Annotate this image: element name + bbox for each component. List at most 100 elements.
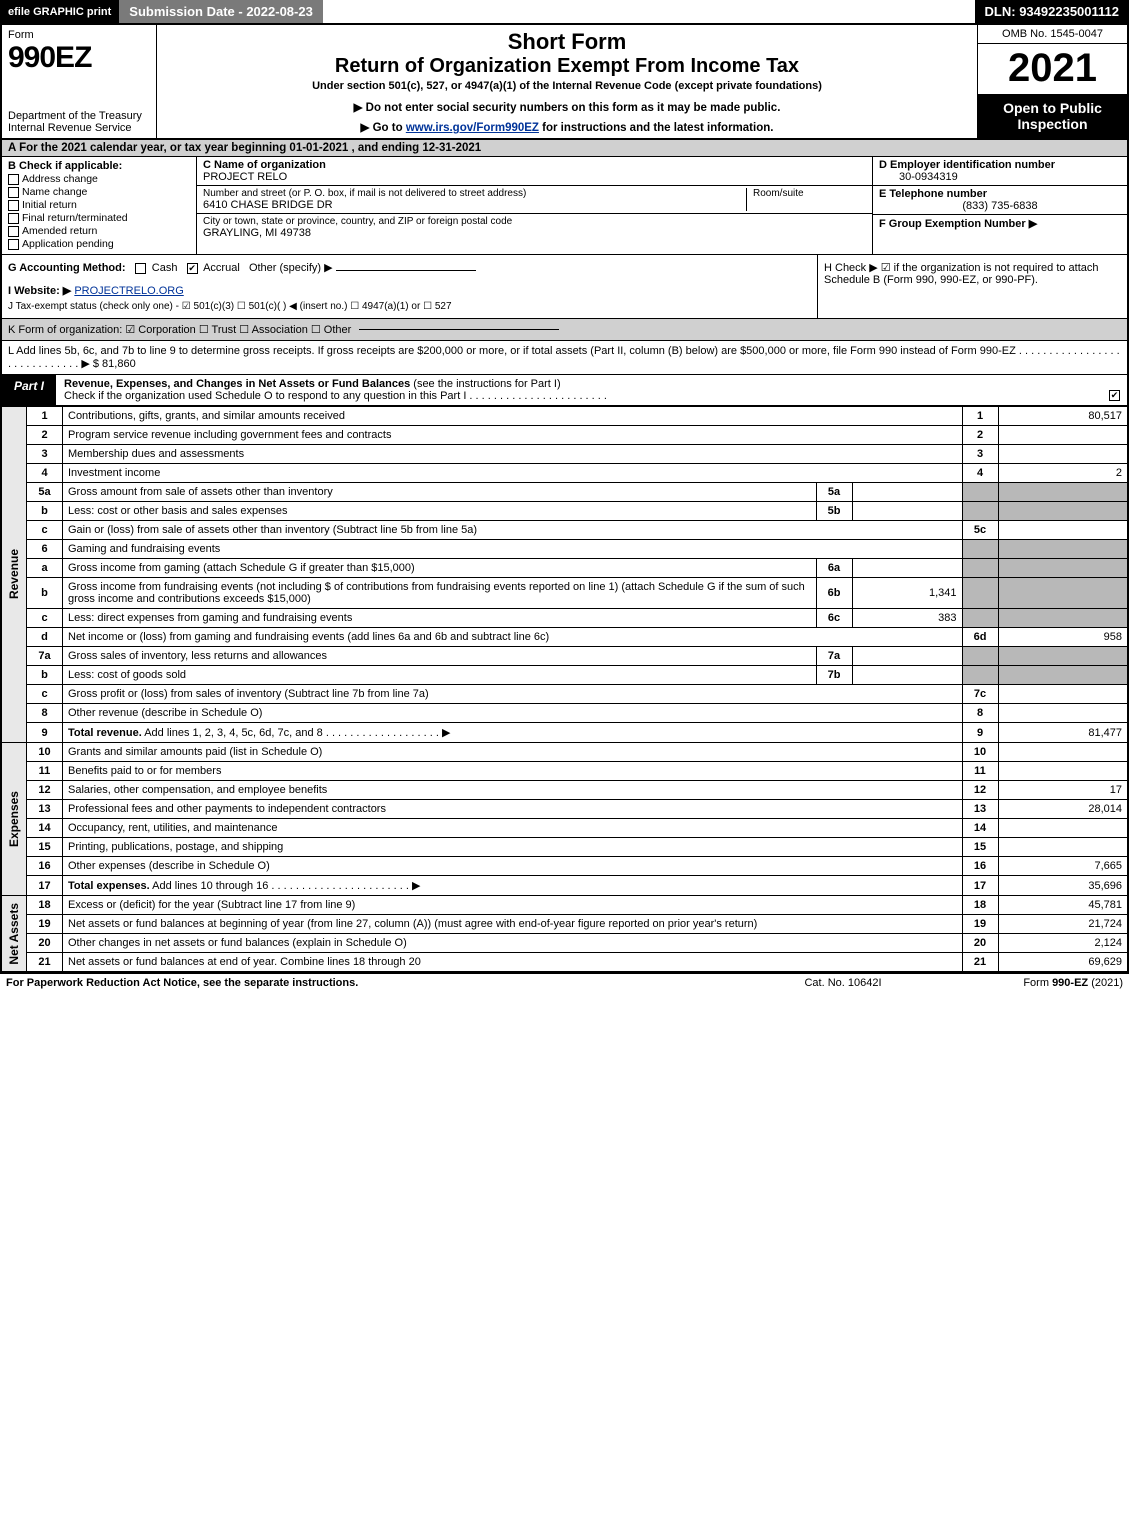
- right-line-number: 11: [962, 762, 998, 781]
- line-number: 14: [27, 819, 63, 838]
- part-i-title-text: Revenue, Expenses, and Changes in Net As…: [64, 378, 410, 390]
- org-name-cell: C Name of organization PROJECT RELO: [197, 157, 872, 186]
- right-line-number: 20: [962, 934, 998, 953]
- line-desc: Excess or (deficit) for the year (Subtra…: [63, 896, 963, 915]
- line-desc: Salaries, other compensation, and employ…: [63, 781, 963, 800]
- chk-address-change[interactable]: Address change: [8, 173, 190, 185]
- amount: 45,781: [998, 896, 1128, 915]
- org-name: PROJECT RELO: [203, 171, 866, 183]
- c-name-label: C Name of organization: [203, 159, 866, 171]
- line-desc: Gross profit or (loss) from sales of inv…: [63, 685, 963, 704]
- chk-cash[interactable]: [135, 263, 146, 274]
- efile-label[interactable]: efile GRAPHIC print: [0, 0, 119, 23]
- right-amt-grey: [998, 647, 1128, 666]
- line-desc: Benefits paid to or for members: [63, 762, 963, 781]
- line-number: 15: [27, 838, 63, 857]
- line-number: b: [27, 502, 63, 521]
- l-line: L Add lines 5b, 6c, and 7b to line 9 to …: [0, 341, 1129, 375]
- table-row: 17Total expenses. Add lines 10 through 1…: [1, 876, 1128, 896]
- l-amount: 81,860: [102, 358, 136, 370]
- form-ref: Form 990-EZ (2021): [943, 977, 1123, 989]
- right-line-number: 15: [962, 838, 998, 857]
- right-line-number: 21: [962, 953, 998, 973]
- line-number: b: [27, 666, 63, 685]
- room-label: Room/suite: [753, 188, 866, 199]
- amount: 28,014: [998, 800, 1128, 819]
- table-row: 9Total revenue. Add lines 1, 2, 3, 4, 5c…: [1, 723, 1128, 743]
- table-row: 12Salaries, other compensation, and empl…: [1, 781, 1128, 800]
- sub-amount: 1,341: [852, 578, 962, 609]
- form-ref-form: 990-EZ: [1052, 977, 1088, 989]
- table-row: 19Net assets or fund balances at beginni…: [1, 915, 1128, 934]
- amount: 81,477: [998, 723, 1128, 743]
- amount: 35,696: [998, 876, 1128, 896]
- table-row: Revenue1Contributions, gifts, grants, an…: [1, 407, 1128, 426]
- k-other-input[interactable]: [359, 329, 559, 330]
- line-number: 16: [27, 857, 63, 876]
- line-number: 6: [27, 540, 63, 559]
- line-desc: Printing, publications, postage, and shi…: [63, 838, 963, 857]
- line-desc: Membership dues and assessments: [63, 445, 963, 464]
- line-desc: Gross amount from sale of assets other t…: [63, 483, 817, 502]
- section-b-to-f: B Check if applicable: Address change Na…: [0, 157, 1129, 255]
- amount: [998, 704, 1128, 723]
- phone-value: (833) 735-6838: [879, 200, 1121, 212]
- amount: 7,665: [998, 857, 1128, 876]
- line-desc: Gain or (loss) from sale of assets other…: [63, 521, 963, 540]
- line-desc: Other expenses (describe in Schedule O): [63, 857, 963, 876]
- form-word: Form: [8, 29, 150, 41]
- table-row: bLess: cost or other basis and sales exp…: [1, 502, 1128, 521]
- other-input[interactable]: [336, 270, 476, 271]
- amount: 21,724: [998, 915, 1128, 934]
- right-line-number: 3: [962, 445, 998, 464]
- irs-link[interactable]: www.irs.gov/Form990EZ: [406, 122, 539, 134]
- line-desc: Net assets or fund balances at end of ye…: [63, 953, 963, 973]
- cat-no: Cat. No. 10642I: [743, 977, 943, 989]
- amount: 80,517: [998, 407, 1128, 426]
- section-label: Net Assets: [1, 896, 27, 973]
- line-number: 2: [27, 426, 63, 445]
- line-desc: Less: direct expenses from gaming and fu…: [63, 609, 817, 628]
- right-line-number: 16: [962, 857, 998, 876]
- table-row: 6Gaming and fundraising events: [1, 540, 1128, 559]
- form-title-block: Short Form Return of Organization Exempt…: [157, 25, 977, 138]
- line-number: 4: [27, 464, 63, 483]
- line-number: 20: [27, 934, 63, 953]
- line-number: b: [27, 578, 63, 609]
- d-label: D Employer identification number: [879, 159, 1121, 171]
- schedule-o-check[interactable]: [1105, 375, 1127, 405]
- line-desc: Total revenue. Add lines 1, 2, 3, 4, 5c,…: [63, 723, 963, 743]
- right-amt-grey: [998, 559, 1128, 578]
- right-amt-grey: [998, 502, 1128, 521]
- table-row: 20Other changes in net assets or fund ba…: [1, 934, 1128, 953]
- amount: 2: [998, 464, 1128, 483]
- right-num-grey: [962, 647, 998, 666]
- right-amt-grey: [998, 540, 1128, 559]
- e-label: E Telephone number: [879, 188, 1121, 200]
- chk-final-return[interactable]: Final return/terminated: [8, 212, 190, 224]
- chk-initial-return[interactable]: Initial return: [8, 199, 190, 211]
- goto-pre: ▶ Go to: [361, 122, 406, 134]
- chk-application-pending[interactable]: Application pending: [8, 238, 190, 250]
- city-label: City or town, state or province, country…: [203, 216, 866, 227]
- chk-accrual[interactable]: [187, 263, 198, 274]
- right-amt-grey: [998, 578, 1128, 609]
- right-amt-grey: [998, 666, 1128, 685]
- street-row: Number and street (or P. O. box, if mail…: [197, 186, 872, 214]
- right-line-number: 1: [962, 407, 998, 426]
- table-row: 11Benefits paid to or for members11: [1, 762, 1128, 781]
- chk-name-change[interactable]: Name change: [8, 186, 190, 198]
- form-ref-post: (2021): [1088, 977, 1123, 989]
- line-number: 1: [27, 407, 63, 426]
- line-desc: Professional fees and other payments to …: [63, 800, 963, 819]
- website-link[interactable]: PROJECTRELO.ORG: [74, 285, 183, 297]
- right-line-number: 18: [962, 896, 998, 915]
- table-row: Net Assets18Excess or (deficit) for the …: [1, 896, 1128, 915]
- line-number: 7a: [27, 647, 63, 666]
- table-row: aGross income from gaming (attach Schedu…: [1, 559, 1128, 578]
- chk-amended-return[interactable]: Amended return: [8, 225, 190, 237]
- part-i-table: Revenue1Contributions, gifts, grants, an…: [0, 406, 1129, 973]
- part-i-header: Part I Revenue, Expenses, and Changes in…: [0, 375, 1129, 406]
- city-value: GRAYLING, MI 49738: [203, 227, 866, 239]
- line-desc: Gaming and fundraising events: [63, 540, 963, 559]
